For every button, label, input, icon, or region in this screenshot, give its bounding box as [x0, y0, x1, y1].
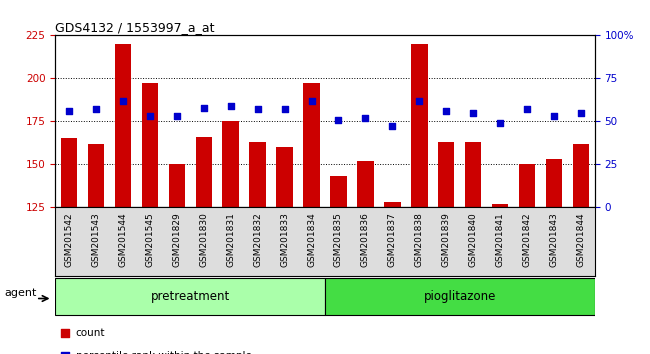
- Text: pioglitazone: pioglitazone: [424, 290, 496, 303]
- Bar: [519, 164, 536, 207]
- Point: [576, 110, 586, 115]
- Text: GSM201841: GSM201841: [496, 213, 505, 267]
- Text: GSM201545: GSM201545: [145, 213, 154, 267]
- Point: [306, 98, 317, 103]
- Point: [60, 353, 70, 354]
- Point: [360, 115, 370, 121]
- Bar: [546, 159, 562, 207]
- Bar: [114, 44, 131, 207]
- Bar: [250, 142, 266, 207]
- Bar: [55, 278, 325, 315]
- Text: GSM201544: GSM201544: [118, 213, 127, 267]
- Bar: [384, 202, 400, 207]
- Bar: [222, 121, 239, 207]
- Text: GSM201832: GSM201832: [253, 213, 262, 267]
- Point: [144, 113, 155, 119]
- Bar: [168, 164, 185, 207]
- Text: GDS4132 / 1553997_a_at: GDS4132 / 1553997_a_at: [55, 21, 214, 34]
- Text: GSM201838: GSM201838: [415, 213, 424, 268]
- Point: [60, 330, 70, 336]
- Point: [495, 120, 506, 126]
- Point: [414, 98, 424, 103]
- Bar: [88, 144, 104, 207]
- Point: [333, 117, 344, 122]
- Bar: [438, 142, 454, 207]
- Text: GSM201833: GSM201833: [280, 213, 289, 268]
- Bar: [196, 137, 212, 207]
- Bar: [573, 144, 590, 207]
- Point: [522, 107, 532, 112]
- Text: GSM201830: GSM201830: [199, 213, 208, 268]
- Text: GSM201836: GSM201836: [361, 213, 370, 268]
- Text: GSM201840: GSM201840: [469, 213, 478, 267]
- Point: [280, 107, 290, 112]
- Bar: [330, 176, 346, 207]
- Point: [90, 107, 101, 112]
- Point: [198, 105, 209, 110]
- Bar: [325, 278, 595, 315]
- Point: [468, 110, 478, 115]
- Point: [64, 108, 74, 114]
- Point: [118, 98, 128, 103]
- Text: GSM201842: GSM201842: [523, 213, 532, 267]
- Point: [172, 113, 182, 119]
- Text: percentile rank within the sample: percentile rank within the sample: [76, 351, 252, 354]
- Text: GSM201829: GSM201829: [172, 213, 181, 267]
- Bar: [276, 147, 292, 207]
- Point: [387, 124, 398, 129]
- Bar: [411, 44, 428, 207]
- Bar: [142, 84, 158, 207]
- Bar: [60, 138, 77, 207]
- Point: [441, 108, 452, 114]
- Bar: [465, 142, 482, 207]
- Text: GSM201831: GSM201831: [226, 213, 235, 268]
- Point: [252, 107, 263, 112]
- Text: GSM201839: GSM201839: [442, 213, 451, 268]
- Text: GSM201542: GSM201542: [64, 213, 73, 267]
- Bar: [304, 84, 320, 207]
- Text: agent: agent: [5, 288, 37, 298]
- Text: GSM201837: GSM201837: [388, 213, 397, 268]
- Point: [226, 103, 236, 109]
- Text: GSM201844: GSM201844: [577, 213, 586, 267]
- Text: GSM201834: GSM201834: [307, 213, 316, 267]
- Text: GSM201543: GSM201543: [91, 213, 100, 267]
- Text: GSM201835: GSM201835: [334, 213, 343, 268]
- Text: pretreatment: pretreatment: [151, 290, 229, 303]
- Bar: [492, 204, 508, 207]
- Bar: [358, 161, 374, 207]
- Text: count: count: [76, 328, 105, 338]
- Point: [549, 113, 560, 119]
- Text: GSM201843: GSM201843: [550, 213, 559, 267]
